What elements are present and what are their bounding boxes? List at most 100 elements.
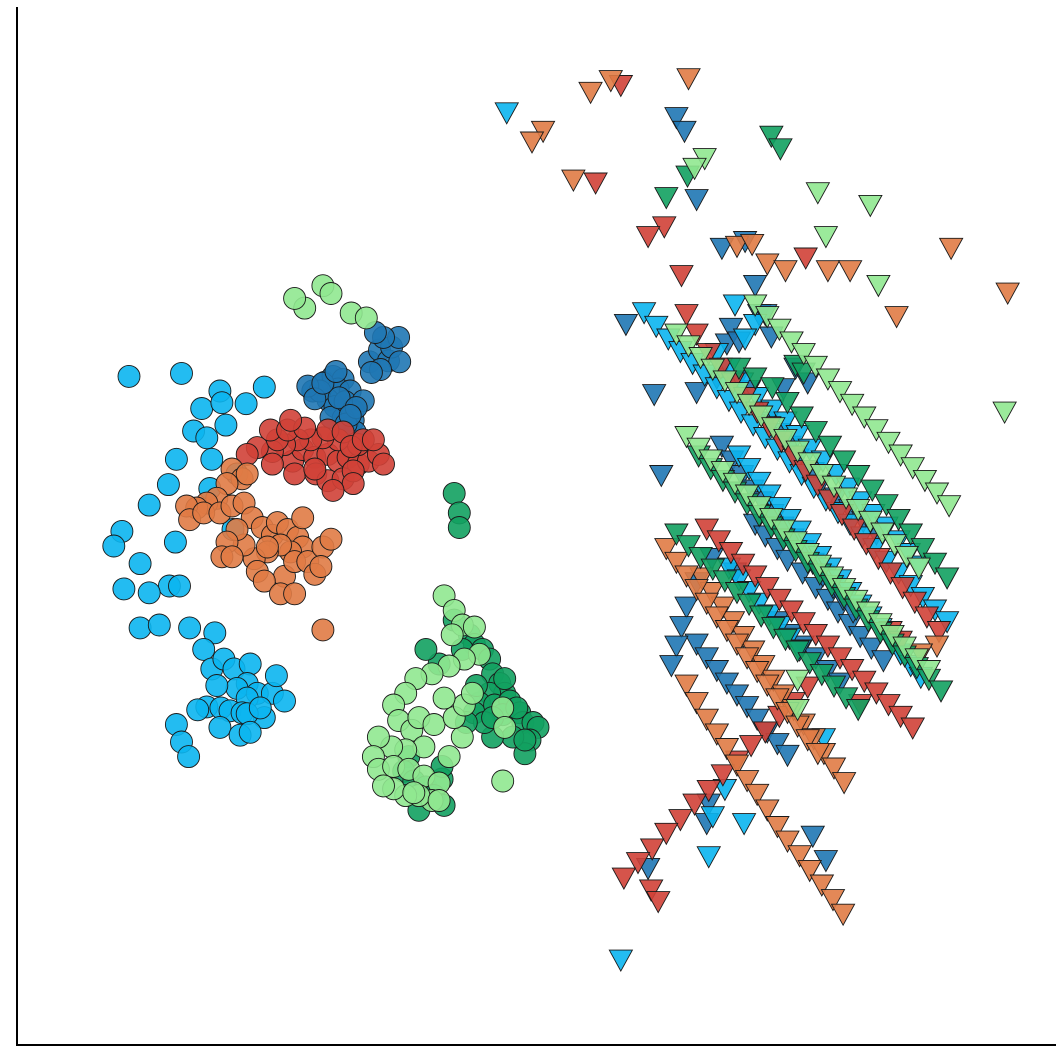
triangle-point-s6-17 <box>613 313 639 337</box>
circle-point-s4-2 <box>447 516 471 539</box>
triangle-point-s10-21 <box>934 567 960 590</box>
triangle-point-s9-29 <box>797 859 823 883</box>
triangle-point-s9-49 <box>664 551 689 575</box>
circle-point-s5-1 <box>319 282 343 305</box>
triangle-point-s6-66 <box>664 635 689 659</box>
circle-point-s4-27 <box>493 667 517 691</box>
triangle-point-s10-15 <box>860 479 885 503</box>
triangle-point-s8-59 <box>839 659 865 682</box>
triangle-point-s9-56 <box>734 647 760 670</box>
triangle-point-s9-7 <box>739 233 765 257</box>
triangle-point-s11-19 <box>876 431 901 455</box>
triangle-point-s8-46 <box>611 867 637 891</box>
triangle-point-s6-42 <box>847 625 873 649</box>
triangle-point-s8-27 <box>926 621 952 644</box>
triangle-point-s7-46 <box>631 302 657 325</box>
triangle-point-s11-32 <box>748 405 774 428</box>
triangle-point-s9-28 <box>787 845 812 868</box>
triangle-point-s11-53 <box>759 507 784 531</box>
triangle-point-s9-55 <box>724 633 750 657</box>
circle-point-s2-19 <box>260 452 284 476</box>
circle-point-s3-37 <box>252 569 276 593</box>
triangle-point-s9-13 <box>995 282 1020 306</box>
triangle-point-s8-62 <box>876 694 901 717</box>
triangle-point-s10-10 <box>789 406 814 429</box>
triangle-point-s11-40 <box>845 499 871 522</box>
triangle-point-s7-6 <box>696 846 722 869</box>
triangle-point-s11-23 <box>924 482 950 505</box>
triangle-point-s11-7 <box>785 669 810 693</box>
circle-point-s0-32 <box>324 360 348 383</box>
circle-point-s5-46 <box>402 781 426 805</box>
circle-point-s4-43 <box>513 728 537 752</box>
triangle-point-s9-8 <box>755 253 780 276</box>
triangle-point-s7-8 <box>722 294 748 317</box>
triangle-point-s7-5 <box>731 813 757 836</box>
triangle-point-s9-12 <box>938 237 964 261</box>
triangle-point-s10-43 <box>664 523 689 546</box>
circle-point-s3-40 <box>311 618 335 642</box>
triangle-point-s9-2 <box>676 68 701 91</box>
triangle-point-s11-28 <box>700 358 726 382</box>
triangle-point-s8-3 <box>635 226 661 249</box>
triangle-point-s11-67 <box>785 699 810 722</box>
triangle-point-s9-46 <box>821 757 847 780</box>
triangle-point-s8-49 <box>718 542 744 565</box>
triangle-point-s8-21 <box>853 533 879 556</box>
triangle-point-s8-22 <box>866 547 891 571</box>
triangle-point-s11-2 <box>805 182 831 205</box>
circle-point-s2-36 <box>361 428 385 452</box>
triangle-point-s11-26 <box>676 335 701 358</box>
triangle-point-s10-56 <box>821 675 847 699</box>
triangle-point-s10-49 <box>736 593 762 617</box>
triangle-point-s8-19 <box>829 504 855 527</box>
triangle-point-s11-55 <box>783 531 808 554</box>
triangle-point-s9-57 <box>744 661 770 684</box>
triangle-point-s9-51 <box>684 579 709 602</box>
triangle-point-s8-20 <box>841 518 867 542</box>
circle-point-s5-44 <box>491 769 515 793</box>
triangle-point-s8-39 <box>710 764 736 787</box>
circle-point-s3-42 <box>255 535 279 559</box>
triangle-point-s6-67 <box>659 655 684 678</box>
triangle-point-s8-40 <box>696 779 722 803</box>
triangle-point-s8-23 <box>878 562 903 585</box>
triangle-point-s11-11 <box>779 331 804 354</box>
triangle-point-s10-57 <box>833 687 859 710</box>
circle-point-s1-8 <box>210 391 234 415</box>
triangle-point-s10-8 <box>760 377 785 400</box>
triangle-point-s8-29 <box>645 891 671 914</box>
triangle-point-s10-55 <box>809 663 835 687</box>
triangle-point-s9-33 <box>689 567 714 590</box>
triangle-point-s11-4 <box>992 401 1017 425</box>
triangle-point-s6-57 <box>744 708 770 732</box>
circle-point-s1-23 <box>147 613 171 637</box>
triangle-point-s10-17 <box>886 508 911 532</box>
triangle-point-s8-63 <box>888 705 913 729</box>
triangle-point-s8-55 <box>791 612 816 635</box>
triangle-point-s8-57 <box>815 635 841 659</box>
triangle-point-s10-53 <box>785 640 810 663</box>
triangle-point-s9-24 <box>744 783 770 807</box>
triangle-point-s11-12 <box>791 343 816 366</box>
triangle-point-s8-47 <box>694 518 720 542</box>
triangle-point-s11-33 <box>761 417 786 440</box>
circle-point-s1-0 <box>117 364 141 388</box>
circle-point-s1-25 <box>203 621 227 645</box>
triangle-point-s6-56 <box>734 696 760 719</box>
triangle-point-s11-59 <box>831 578 857 601</box>
triangle-point-s11-66 <box>916 660 942 683</box>
triangle-point-s11-48 <box>698 449 724 472</box>
triangle-point-s6-43 <box>859 637 884 661</box>
circle-point-s1-4 <box>252 375 276 399</box>
circle-point-s3-39 <box>283 582 307 606</box>
triangle-point-s11-51 <box>734 484 760 507</box>
triangle-point-s11-21 <box>900 457 926 480</box>
circle-point-s1-5 <box>190 397 214 420</box>
triangle-point-s6-54 <box>714 672 740 696</box>
circle-point-s2-20 <box>283 462 307 486</box>
triangle-point-s8-56 <box>803 623 829 647</box>
triangle-point-s8-52 <box>755 577 780 600</box>
circle-point-s5-43 <box>493 715 517 739</box>
triangle-point-s11-38 <box>821 475 847 499</box>
